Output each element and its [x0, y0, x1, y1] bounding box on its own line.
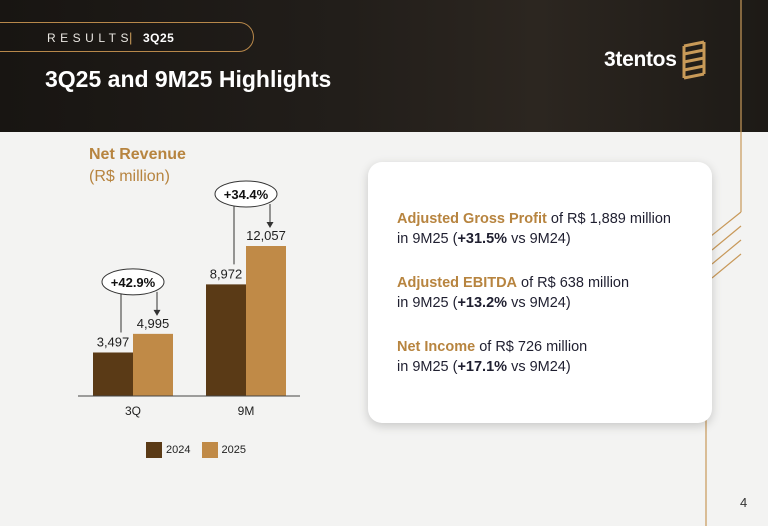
logo-mark-icon [682, 40, 706, 80]
period-label: 3Q25 [143, 31, 175, 45]
bar-2025-3Q [133, 333, 173, 396]
legend-swatch-2024 [146, 442, 162, 458]
bar-2024-3Q [93, 352, 133, 396]
category-label-9M: 9M [238, 404, 255, 418]
legend-label-2025: 2025 [221, 443, 247, 456]
highlight-lead: Adjusted EBITDA [397, 275, 518, 291]
bar-2025-9M [246, 246, 286, 396]
chart-legend: 2024 2025 [146, 442, 254, 458]
category-label-3Q: 3Q [125, 404, 141, 418]
highlight-lead: Net Income [397, 339, 476, 355]
highlight-text: in 9M25 ( [397, 231, 458, 247]
page-number: 4 [740, 495, 748, 510]
highlight-ebitda: Adjusted EBITDA of R$ 638 million in 9M2… [397, 273, 697, 313]
growth-bubble-9M [214, 180, 278, 208]
data-label-2025-3Q: 4,995 [137, 316, 170, 331]
data-label-2025-9M: 12,057 [246, 228, 286, 243]
growth-label-9M: +34.4% [224, 187, 269, 202]
bar-2024-9M [206, 284, 246, 396]
growth-bubble-3Q [101, 268, 165, 296]
page-title: 3Q25 and 9M25 Highlights [45, 66, 332, 92]
highlight-text: of R$ 726 million [475, 339, 588, 355]
highlight-text: vs 9M24) [507, 295, 571, 311]
net-revenue-unit: (R$ million) [89, 168, 170, 185]
growth-arrowhead-9M [266, 222, 274, 228]
highlight-pct: +31.5% [457, 231, 508, 247]
section-separator: | [129, 30, 133, 45]
logo-text: 3tentos [604, 48, 677, 71]
growth-label-3Q: +42.9% [111, 275, 156, 290]
growth-arrowhead-3Q [153, 309, 161, 316]
highlight-text: vs 9M24) [507, 231, 571, 247]
legend-swatch-2025 [201, 442, 218, 458]
highlight-pct: +13.2% [457, 295, 508, 311]
data-label-2024-9M: 8,972 [210, 266, 243, 281]
legend-label-2024: 2024 [166, 443, 191, 456]
legend-item-2025: 2025 [201, 442, 247, 458]
section-label: RESULTS [47, 31, 133, 45]
highlight-net-income: Net Income of R$ 726 million in 9M25 (+1… [397, 337, 697, 377]
net-revenue-title: Net Revenue [89, 146, 186, 163]
header-banner: RESULTS | 3Q25 3Q25 and 9M25 Highlights … [0, 0, 768, 132]
section-pill [0, 22, 254, 52]
highlight-pct: +17.1% [457, 359, 508, 375]
highlight-text: vs 9M24) [507, 359, 571, 375]
highlight-text: in 9M25 ( [397, 295, 458, 311]
highlight-gross-profit: Adjusted Gross Profit of R$ 1,889 millio… [397, 209, 697, 249]
highlight-text: of R$ 638 million [517, 275, 630, 291]
highlight-text: in 9M25 ( [397, 359, 458, 375]
legend-item-2024: 2024 [146, 442, 190, 458]
highlights-card [368, 162, 712, 423]
highlight-text: of R$ 1,889 million [546, 211, 671, 227]
highlight-lead: Adjusted Gross Profit [397, 211, 547, 227]
data-label-2024-3Q: 3,497 [97, 334, 130, 349]
